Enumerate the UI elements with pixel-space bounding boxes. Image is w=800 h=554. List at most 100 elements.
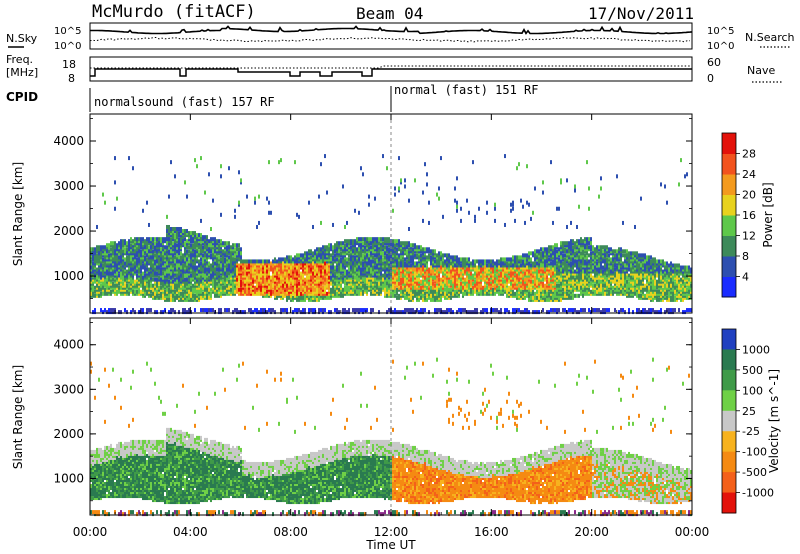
heat-cell [100, 285, 102, 290]
heat-cell [326, 295, 328, 300]
heat-cell [376, 247, 378, 252]
heat-cell [204, 295, 206, 300]
heat-cell [392, 273, 394, 278]
heat-cell [476, 308, 478, 313]
heat-cell [310, 263, 312, 268]
heat-cell [210, 249, 212, 254]
heat-cell [326, 251, 328, 256]
heat-cell [108, 257, 110, 262]
heat-cell [396, 243, 398, 248]
heat-cell [132, 166, 134, 171]
heat-cell [466, 198, 468, 203]
heat-cell [178, 277, 180, 282]
heat-cell [276, 283, 278, 288]
heat-cell [292, 275, 294, 280]
heat-cell [494, 273, 496, 278]
heat-cell [376, 237, 378, 242]
heat-cell [190, 269, 192, 274]
heat-cell [188, 269, 190, 274]
heat-cell [320, 285, 322, 290]
heat-cell [120, 273, 122, 278]
heat-cell [188, 245, 190, 250]
heat-cell [182, 310, 184, 315]
heat-cell [328, 251, 330, 256]
heat-cell [238, 265, 240, 270]
heat-cell [340, 241, 342, 246]
heat-cell [280, 285, 282, 290]
heat-cell [210, 239, 212, 244]
heat-cell [296, 277, 298, 282]
heat-cell [120, 239, 122, 244]
heat-cell [482, 259, 484, 264]
heat-cell [348, 247, 350, 252]
heat-cell [260, 259, 262, 264]
heat-cell [248, 308, 250, 313]
heat-cell [208, 239, 210, 244]
heat-cell [390, 247, 392, 252]
heat-cell [396, 273, 398, 278]
heat-cell [440, 251, 442, 256]
heat-cell [500, 308, 502, 313]
heat-cell [148, 291, 150, 296]
heat-cell [200, 293, 202, 298]
heat-cell [332, 275, 334, 280]
heat-cell [328, 281, 330, 286]
heat-cell [336, 291, 338, 296]
heat-cell [338, 287, 340, 292]
heat-cell [360, 289, 362, 294]
heat-cell [186, 255, 188, 260]
heat-cell [228, 261, 230, 266]
heat-cell [334, 271, 336, 276]
heat-cell [130, 245, 132, 250]
heat-cell [108, 271, 110, 276]
heat-cell [162, 249, 164, 254]
heat-cell [348, 271, 350, 276]
heat-cell [322, 261, 324, 266]
heat-cell [128, 261, 130, 266]
heat-cell [294, 293, 296, 298]
heat-cell [398, 247, 400, 252]
heat-cell [310, 287, 312, 292]
heat-cell [150, 249, 152, 254]
heat-cell [174, 310, 176, 315]
heat-cell [382, 279, 384, 284]
heat-cell [348, 267, 350, 272]
heat-cell [218, 279, 220, 284]
heat-cell [166, 259, 168, 264]
heat-cell [368, 267, 370, 272]
heat-cell [398, 245, 400, 250]
heat-cell [186, 251, 188, 256]
heat-cell [110, 259, 112, 264]
heat-cell [330, 271, 332, 276]
heat-cell [360, 267, 362, 272]
heat-cell [116, 269, 118, 274]
heat-cell [248, 291, 250, 296]
heat-cell [94, 271, 96, 276]
heat-cell [234, 279, 236, 284]
heat-cell [312, 253, 314, 258]
heat-cell [388, 287, 390, 292]
heat-cell [188, 255, 190, 260]
heat-cell [110, 253, 112, 258]
heat-cell [234, 257, 236, 262]
heat-cell [182, 275, 184, 280]
heat-cell [370, 241, 372, 246]
heat-cell [330, 289, 332, 294]
heat-cell [306, 281, 308, 286]
heat-cell [348, 273, 350, 278]
heat-cell [380, 257, 382, 262]
heat-cell [372, 265, 374, 270]
heat-cell [172, 237, 174, 242]
heat-cell [196, 255, 198, 260]
heat-cell [268, 283, 270, 288]
heat-cell [226, 271, 228, 276]
heat-cell [214, 285, 216, 290]
heat-cell [350, 285, 352, 290]
heat-cell [124, 241, 126, 246]
heat-cell [218, 265, 220, 270]
heat-cell [240, 251, 242, 256]
heat-cell [206, 271, 208, 276]
heat-cell [116, 263, 118, 268]
heat-cell [338, 277, 340, 282]
heat-cell [224, 273, 226, 278]
